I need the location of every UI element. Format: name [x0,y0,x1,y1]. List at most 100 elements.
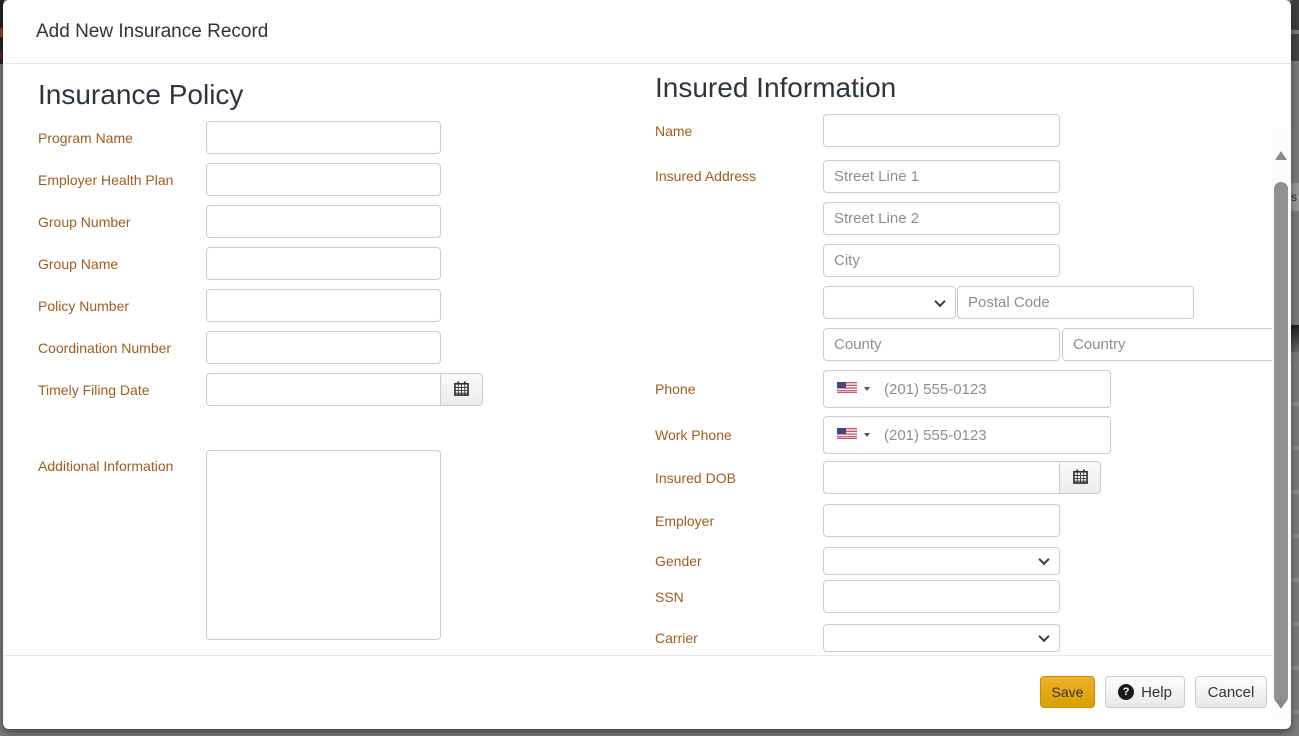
gender-label: Gender [655,553,702,569]
us-flag-icon [837,380,857,398]
us-flag-icon [837,426,857,444]
cancel-button[interactable]: Cancel [1195,676,1267,708]
background-page: s [1290,0,1299,736]
timely-filing-date-calendar-button[interactable] [440,373,483,406]
group-name-input[interactable] [206,247,441,280]
ssn-label: SSN [655,588,684,605]
insured-information-heading: Insured Information [655,72,897,103]
scrollbar-thumb[interactable] [1274,182,1288,704]
background-fragment [0,28,4,37]
background-text-fragment: s [1291,190,1297,204]
form-row: Insured DOB [655,461,1125,494]
scroll-up-button[interactable] [1275,151,1287,160]
cancel-button-label: Cancel [1207,683,1255,701]
save-button-label: Save [1051,684,1084,700]
group-number-label: Group Number [38,213,131,230]
form-row: Group Name [38,247,518,280]
background-fragment [1290,362,1299,736]
carrier-select-wrap [823,624,1060,652]
ssn-input[interactable] [823,580,1060,613]
form-row: Group Number [38,205,518,238]
country-flag-dropdown[interactable] [837,426,870,444]
employer-input[interactable] [823,504,1060,537]
postal-code-input[interactable] [957,286,1194,319]
background-page [0,0,4,64]
group-name-label: Group Name [38,255,119,272]
coordination-number-input[interactable] [206,331,441,364]
city-input[interactable] [823,244,1060,277]
program-name-input[interactable] [206,121,441,154]
employer-health-plan-input[interactable] [206,163,441,196]
scroll-down-button[interactable] [1275,700,1287,709]
form-row: Coordination Number [38,331,518,364]
employer-label: Employer [655,512,715,529]
background-fragment [1290,325,1299,352]
insured-dob-input[interactable] [823,461,1060,494]
policy-number-input[interactable] [206,289,441,322]
coordination-number-label: Coordination Number [38,339,172,356]
work-phone-input-group [823,416,1111,454]
date-input-group [206,373,483,406]
state-select[interactable] [823,286,956,319]
form-row: Policy Number [38,289,518,322]
insurance-policy-section: Insurance Policy Program Name Employer H… [38,64,518,649]
form-row: Program Name [38,121,518,154]
country-input[interactable] [1062,328,1291,361]
gender-select[interactable] [823,547,1060,575]
state-postal-row [823,286,1291,319]
address-input-group [823,160,1291,361]
form-row: Phone [655,370,1125,408]
dialog-title: Add New Insurance Record [36,20,269,42]
policy-number-label: Policy Number [38,297,130,314]
timely-filing-date-input[interactable] [206,373,441,406]
form-row: Gender [655,547,1125,575]
add-insurance-record-dialog: Add New Insurance Record Insurance Polic… [3,0,1291,729]
carrier-label: Carrier [655,630,698,646]
phone-input[interactable] [870,379,1110,399]
work-phone-input[interactable] [870,425,1110,445]
flag-caret-icon [864,433,870,437]
insurance-policy-heading: Insurance Policy [38,79,244,110]
insured-address-label: Insured Address [655,168,757,184]
form-row: Name [655,114,1125,147]
carrier-select[interactable] [823,624,1060,652]
insured-name-label: Name [655,122,693,139]
phone-input-group [823,370,1111,408]
form-row: Insured Address [655,160,1291,361]
form-row: Timely Filing Date [38,373,518,406]
question-icon: ? [1118,684,1135,700]
help-button[interactable]: ? Help [1105,676,1185,708]
save-button[interactable]: Save [1040,676,1095,708]
country-flag-dropdown[interactable] [837,380,870,398]
work-phone-label: Work Phone [655,427,732,443]
insured-information-section: Insured Information Name Insured Address [655,64,1291,652]
county-input[interactable] [823,328,1060,361]
insured-name-input[interactable] [823,114,1060,147]
state-select-wrap [823,286,956,319]
timely-filing-date-label: Timely Filing Date [38,381,150,398]
form-row: Additional Information [38,450,518,640]
form-row: Carrier [655,624,1125,652]
dialog-footer: Save ? Help Cancel [3,655,1291,728]
dialog-body: Insurance Policy Program Name Employer H… [3,64,1291,720]
dialog-header: Add New Insurance Record [3,0,1291,64]
calendar-icon [1072,468,1088,487]
background-fragment: s [1290,183,1299,211]
additional-information-label: Additional Information [38,458,174,474]
background-fragment [1290,34,1299,61]
phone-label: Phone [655,381,696,397]
program-name-label: Program Name [38,129,133,146]
insured-dob-calendar-button[interactable] [1059,461,1101,494]
street-line-2-input[interactable] [823,202,1060,235]
form-row: Employer Health Plan [38,163,518,196]
group-number-input[interactable] [206,205,441,238]
help-button-label: Help [1141,683,1172,701]
scrollbar-track[interactable] [1272,129,1290,720]
form-row: SSN [655,580,1125,613]
street-line-1-input[interactable] [823,160,1060,193]
additional-information-textarea[interactable] [206,450,441,640]
calendar-icon [454,380,469,399]
employer-health-plan-label: Employer Health Plan [38,171,174,188]
form-row: Employer [655,504,1125,537]
